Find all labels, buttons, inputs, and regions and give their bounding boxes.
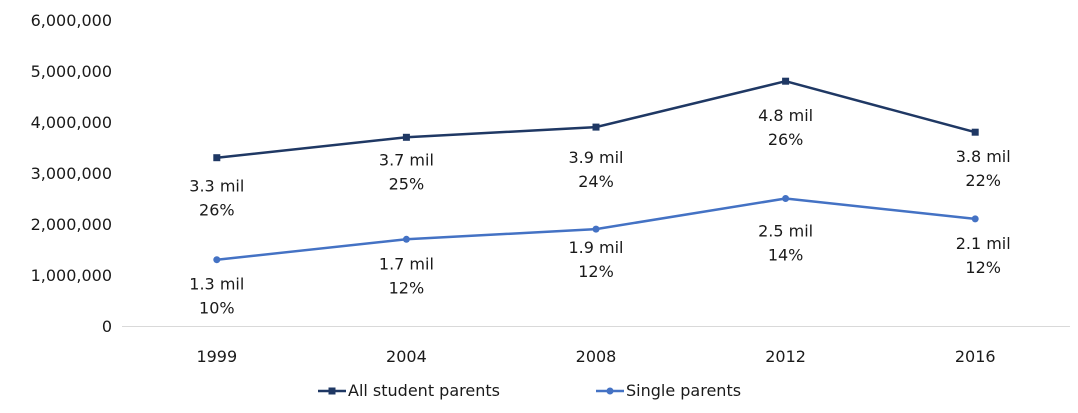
series-line xyxy=(216,79,976,159)
x-tick-label: 2012 xyxy=(765,347,806,366)
legend-swatch-marker xyxy=(606,387,614,395)
data-point xyxy=(402,133,410,141)
y-tick-label: 6,000,000 xyxy=(31,11,112,30)
y-tick-label: 5,000,000 xyxy=(31,62,112,81)
y-tick-label: 0 xyxy=(102,317,112,336)
x-tick-label: 2008 xyxy=(576,347,617,366)
x-tick-label: 2004 xyxy=(386,347,427,366)
data-point xyxy=(971,215,979,223)
data-point xyxy=(592,123,600,131)
data-label: 3.9 mil 24% xyxy=(568,148,623,191)
data-label: 2.1 mil 12% xyxy=(956,234,1011,277)
x-tick-label: 1999 xyxy=(196,347,237,366)
y-tick-label: 4,000,000 xyxy=(31,113,112,132)
y-tick-label: 2,000,000 xyxy=(31,215,112,234)
data-label: 1.9 mil 12% xyxy=(568,238,623,281)
data-point xyxy=(213,256,221,264)
legend-label: All student parents xyxy=(348,381,500,400)
data-label: 4.8 mil 26% xyxy=(758,106,813,149)
y-tick-label: 3,000,000 xyxy=(31,164,112,183)
data-label: 2.5 mil 14% xyxy=(758,222,813,265)
data-point xyxy=(402,235,410,243)
data-label: 3.8 mil 22% xyxy=(956,147,1011,190)
legend-item: Single parents xyxy=(596,381,741,400)
legend-swatch-marker xyxy=(328,387,336,395)
data-point xyxy=(213,154,221,162)
data-point xyxy=(782,195,790,202)
legend-item: All student parents xyxy=(318,381,500,400)
data-point xyxy=(592,225,600,233)
data-label: 1.7 mil 12% xyxy=(379,254,434,297)
data-point xyxy=(971,128,979,136)
x-tick-label: 2016 xyxy=(955,347,996,366)
data-label: 1.3 mil 10% xyxy=(189,275,244,318)
y-tick-label: 1,000,000 xyxy=(31,266,112,285)
legend-label: Single parents xyxy=(626,381,741,400)
data-label: 3.3 mil 26% xyxy=(189,177,244,220)
data-point xyxy=(782,77,790,85)
data-label: 3.7 mil 25% xyxy=(379,150,434,193)
